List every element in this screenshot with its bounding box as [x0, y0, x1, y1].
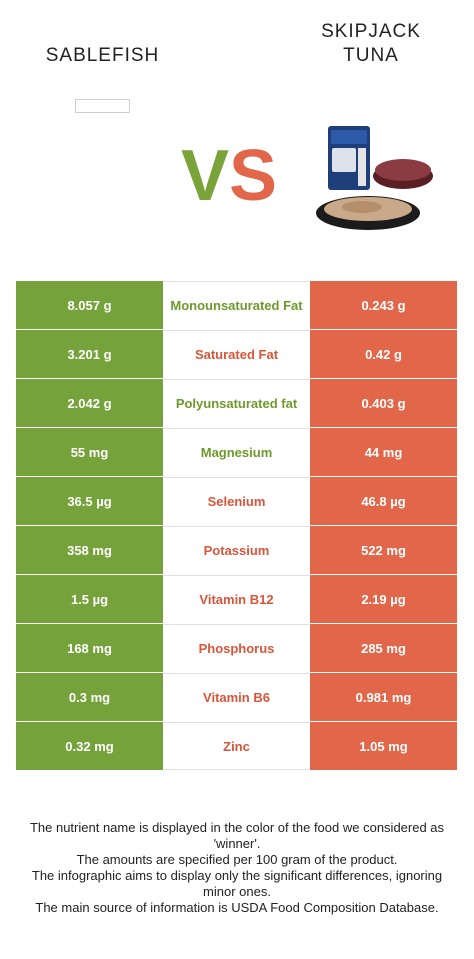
right-food-name-text: SKIPJACK TUNA: [321, 21, 421, 66]
nutrient-name: Vitamin B6: [164, 673, 309, 721]
footnote-line: The main source of information is USDA F…: [35, 900, 439, 915]
left-value: 1.5 µg: [16, 575, 164, 623]
right-food-name: SKIPJACK TUNA: [268, 20, 474, 68]
left-food-image-placeholder: [75, 99, 130, 113]
table-row: 8.057 g Monounsaturated Fat 0.243 g: [16, 281, 457, 330]
right-value: 44 mg: [309, 428, 457, 476]
nutrient-name: Magnesium: [164, 428, 309, 476]
table-row: 55 mg Magnesium 44 mg: [16, 428, 457, 477]
right-value: 1.05 mg: [309, 722, 457, 770]
nutrient-name: Monounsaturated Fat: [164, 281, 309, 329]
tuna-product-image: [316, 126, 433, 230]
left-value: 8.057 g: [16, 281, 164, 329]
left-food-name: SABLEFISH: [45, 45, 160, 66]
left-value: 358 mg: [16, 526, 164, 574]
table-row: 3.201 g Saturated Fat 0.42 g: [16, 330, 457, 379]
nutrient-name: Vitamin B12: [164, 575, 309, 623]
footnote-line: The infographic aims to display only the…: [31, 868, 443, 899]
footnote: The nutrient name is displayed in the co…: [14, 820, 460, 916]
right-value: 0.243 g: [309, 281, 457, 329]
table-row: 36.5 µg Selenium 46.8 µg: [16, 477, 457, 526]
right-value: 0.403 g: [309, 379, 457, 427]
right-value: 2.19 µg: [309, 575, 457, 623]
nutrient-name: Potassium: [164, 526, 309, 574]
footnote-line: The nutrient name is displayed in the co…: [29, 820, 445, 851]
right-value: 522 mg: [309, 526, 457, 574]
vs-logo: VS: [181, 132, 277, 220]
table-row: 1.5 µg Vitamin B12 2.19 µg: [16, 575, 457, 624]
footnote-line: The amounts are specified per 100 gram o…: [76, 852, 398, 867]
table-row: 358 mg Potassium 522 mg: [16, 526, 457, 575]
vs-letter-s: S: [229, 136, 278, 216]
left-value: 0.32 mg: [16, 722, 164, 770]
left-value: 0.3 mg: [16, 673, 164, 721]
nutrient-name: Saturated Fat: [164, 330, 309, 378]
left-value: 36.5 µg: [16, 477, 164, 525]
right-value: 0.42 g: [309, 330, 457, 378]
nutrient-name: Zinc: [164, 722, 309, 770]
nutrient-name: Selenium: [164, 477, 309, 525]
comparison-table: 8.057 g Monounsaturated Fat 0.243 g 3.201 g…: [16, 281, 457, 770]
right-value: 46.8 µg: [309, 477, 457, 525]
right-value: 285 mg: [309, 624, 457, 672]
table-row: 168 mg Phosphorus 285 mg: [16, 624, 457, 673]
right-value: 0.981 mg: [309, 673, 457, 721]
vs-letter-v: V: [181, 136, 230, 216]
table-row: 0.32 mg Zinc 1.05 mg: [16, 722, 457, 770]
left-value: 2.042 g: [16, 379, 164, 427]
left-value: 55 mg: [16, 428, 164, 476]
nutrient-name: Polyunsaturated fat: [164, 379, 309, 427]
nutrient-name: Phosphorus: [164, 624, 309, 672]
left-value: 3.201 g: [16, 330, 164, 378]
left-value: 168 mg: [16, 624, 164, 672]
table-row: 0.3 mg Vitamin B6 0.981 mg: [16, 673, 457, 722]
table-row: 2.042 g Polyunsaturated fat 0.403 g: [16, 379, 457, 428]
